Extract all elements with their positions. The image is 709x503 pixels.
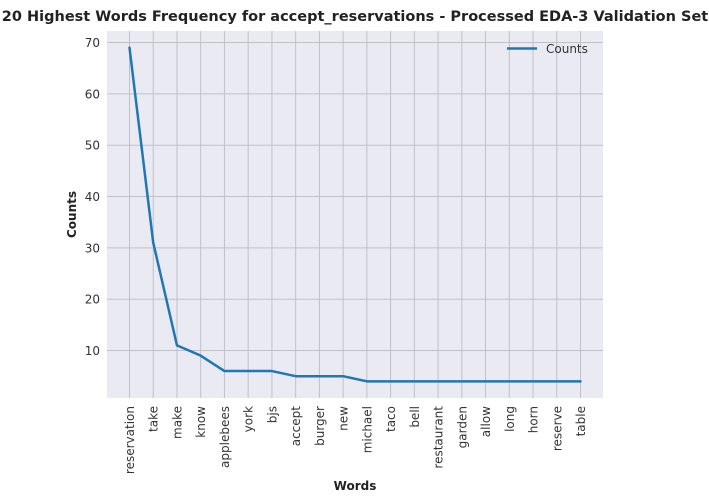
x-tick-label: taco bbox=[384, 406, 398, 432]
x-tick-label: horn bbox=[527, 406, 541, 433]
y-tick-label: 20 bbox=[85, 293, 100, 307]
y-tick-label: 30 bbox=[85, 241, 100, 255]
x-tick-label: york bbox=[242, 406, 256, 432]
x-tick-label: burger bbox=[313, 406, 327, 446]
series-line-counts bbox=[128, 46, 582, 383]
y-tick-label: 70 bbox=[85, 36, 100, 50]
x-tick-label: reservation bbox=[123, 406, 137, 474]
chart-title: 20 Highest Words Frequency for accept_re… bbox=[2, 9, 708, 25]
x-tick-label: take bbox=[147, 406, 161, 432]
x-tick-label: long bbox=[503, 406, 517, 432]
x-tick-label: bjs bbox=[265, 406, 279, 423]
x-tick-label: garden bbox=[455, 406, 469, 448]
y-tick-label: 40 bbox=[85, 190, 100, 204]
x-tick-label: reserve bbox=[550, 406, 564, 451]
x-tick-label: know bbox=[194, 406, 208, 438]
x-tick-label: make bbox=[170, 406, 184, 439]
y-tick-label: 50 bbox=[85, 139, 100, 153]
x-axis-ticks: reservation take make know applebees york bjs a… bbox=[123, 406, 588, 474]
legend-label-counts: Counts bbox=[546, 42, 588, 56]
x-tick-label: applebees bbox=[218, 406, 232, 468]
series-layer bbox=[128, 46, 582, 383]
x-tick-label: table bbox=[574, 406, 588, 436]
x-tick-label: allow bbox=[479, 406, 493, 437]
x-axis-label: Words bbox=[334, 479, 377, 493]
x-tick-label: restaurant bbox=[432, 406, 446, 469]
x-tick-label: new bbox=[337, 406, 351, 431]
plot-area bbox=[107, 31, 603, 398]
grid-lines bbox=[107, 31, 603, 398]
y-tick-label: 10 bbox=[85, 344, 100, 358]
x-tick-label: michael bbox=[360, 406, 374, 453]
y-axis-label: Counts bbox=[65, 191, 79, 238]
y-axis-ticks: 10 20 30 40 50 60 70 bbox=[85, 36, 100, 358]
x-tick-label: bell bbox=[408, 406, 422, 428]
legend: Counts bbox=[507, 42, 588, 56]
y-tick-label: 60 bbox=[85, 87, 100, 101]
x-tick-label: accept bbox=[289, 406, 303, 447]
